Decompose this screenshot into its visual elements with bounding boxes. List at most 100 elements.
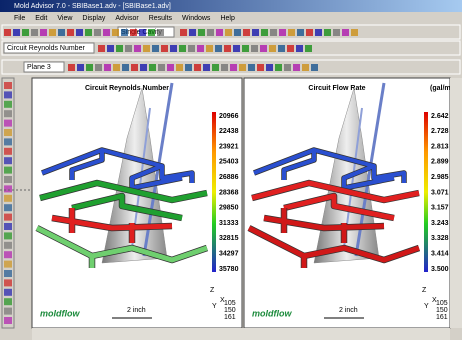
toolbar-icon[interactable] (203, 64, 210, 71)
toolbar-icon[interactable] (58, 29, 65, 36)
side-icon[interactable] (4, 223, 12, 230)
toolbar-icon[interactable] (260, 45, 267, 52)
toolbar-icon[interactable] (49, 29, 56, 36)
side-icon[interactable] (4, 317, 12, 324)
toolbar-icon[interactable] (333, 29, 340, 36)
toolbar-icon[interactable] (157, 29, 164, 36)
toolbar-icon[interactable] (279, 29, 286, 36)
side-icon[interactable] (4, 101, 12, 108)
toolbar-icon[interactable] (269, 45, 276, 52)
scrollbar-h[interactable] (32, 328, 450, 340)
side-icon[interactable] (4, 270, 12, 277)
toolbar-icon[interactable] (207, 29, 214, 36)
toolbar-icon[interactable] (180, 29, 187, 36)
toolbar-icon[interactable] (103, 29, 110, 36)
side-icon[interactable] (4, 157, 12, 164)
side-icon[interactable] (4, 308, 12, 315)
toolbar-icon[interactable] (85, 29, 92, 36)
toolbar-icon[interactable] (134, 45, 141, 52)
toolbar-icon[interactable] (206, 45, 213, 52)
toolbar-icon[interactable] (242, 45, 249, 52)
toolbar-icon[interactable] (4, 29, 11, 36)
toolbar-icon[interactable] (311, 64, 318, 71)
toolbar-icon[interactable] (143, 45, 150, 52)
toolbar-icon[interactable] (107, 45, 114, 52)
toolbar-icon[interactable] (121, 29, 128, 36)
toolbar-icon[interactable] (122, 64, 129, 71)
toolbar-icon[interactable] (234, 29, 241, 36)
toolbar-icon[interactable] (152, 45, 159, 52)
menu-item[interactable]: Help (220, 15, 235, 22)
menu-item[interactable]: Edit (35, 15, 47, 22)
toolbar-icon[interactable] (22, 29, 29, 36)
toolbar-icon[interactable] (167, 64, 174, 71)
side-icon[interactable] (4, 232, 12, 239)
toolbar-icon[interactable] (243, 29, 250, 36)
side-icon[interactable] (4, 195, 12, 202)
toolbar-icon[interactable] (230, 64, 237, 71)
toolbar-icon[interactable] (275, 64, 282, 71)
toolbar-icon[interactable] (176, 64, 183, 71)
toolbar-icon[interactable] (233, 45, 240, 52)
toolbar-icon[interactable] (288, 29, 295, 36)
toolbar-icon[interactable] (86, 64, 93, 71)
side-icon[interactable] (4, 110, 12, 117)
toolbar-icon[interactable] (224, 45, 231, 52)
toolbar-icon[interactable] (248, 64, 255, 71)
toolbar-icon[interactable] (139, 29, 146, 36)
toolbar-icon[interactable] (98, 45, 105, 52)
side-icon[interactable] (4, 289, 12, 296)
toolbar-icon[interactable] (284, 64, 291, 71)
menu-item[interactable]: Advisor (115, 15, 139, 22)
toolbar-icon[interactable] (296, 45, 303, 52)
toolbar-icon[interactable] (293, 64, 300, 71)
side-icon[interactable] (4, 261, 12, 268)
toolbar-icon[interactable] (140, 64, 147, 71)
side-icon[interactable] (4, 129, 12, 136)
toolbar-icon[interactable] (266, 64, 273, 71)
menu-item[interactable]: View (57, 15, 73, 22)
toolbar-icon[interactable] (116, 45, 123, 52)
toolbar-icon[interactable] (216, 29, 223, 36)
toolbar-icon[interactable] (306, 29, 313, 36)
toolbar-icon[interactable] (305, 45, 312, 52)
toolbar-icon[interactable] (342, 29, 349, 36)
side-icon[interactable] (4, 185, 12, 192)
toolbar-icon[interactable] (239, 64, 246, 71)
toolbar-icon[interactable] (257, 64, 264, 71)
scrollbar-v[interactable] (450, 78, 462, 328)
side-icon[interactable] (4, 204, 12, 211)
toolbar-icon[interactable] (125, 45, 132, 52)
toolbar-icon[interactable] (324, 29, 331, 36)
toolbar-icon[interactable] (197, 45, 204, 52)
toolbar-icon[interactable] (161, 45, 168, 52)
toolbar-icon[interactable] (170, 45, 177, 52)
toolbar-icon[interactable] (130, 29, 137, 36)
toolbar-icon[interactable] (68, 64, 75, 71)
toolbar-icon[interactable] (270, 29, 277, 36)
side-icon[interactable] (4, 138, 12, 145)
toolbar-icon[interactable] (148, 29, 155, 36)
toolbar-icon[interactable] (225, 29, 232, 36)
toolbar-icon[interactable] (215, 45, 222, 52)
toolbar-icon[interactable] (77, 64, 84, 71)
toolbar-icon[interactable] (287, 45, 294, 52)
toolbar-icon[interactable] (149, 64, 156, 71)
toolbar-icon[interactable] (251, 45, 258, 52)
toolbar-icon[interactable] (198, 29, 205, 36)
toolbar-icon[interactable] (189, 29, 196, 36)
toolbar-icon[interactable] (94, 29, 101, 36)
side-icon[interactable] (4, 214, 12, 221)
toolbar-icon[interactable] (188, 45, 195, 52)
toolbar-icon[interactable] (40, 29, 47, 36)
toolbar-icon[interactable] (278, 45, 285, 52)
toolbar-icon[interactable] (315, 29, 322, 36)
toolbar-icon[interactable] (104, 64, 111, 71)
toolbar-icon[interactable] (221, 64, 228, 71)
menu-item[interactable]: Windows (182, 15, 211, 22)
toolbar-icon[interactable] (185, 64, 192, 71)
toolbar-icon[interactable] (131, 64, 138, 71)
side-icon[interactable] (4, 167, 12, 174)
toolbar-icon[interactable] (13, 29, 20, 36)
side-icon[interactable] (4, 176, 12, 183)
